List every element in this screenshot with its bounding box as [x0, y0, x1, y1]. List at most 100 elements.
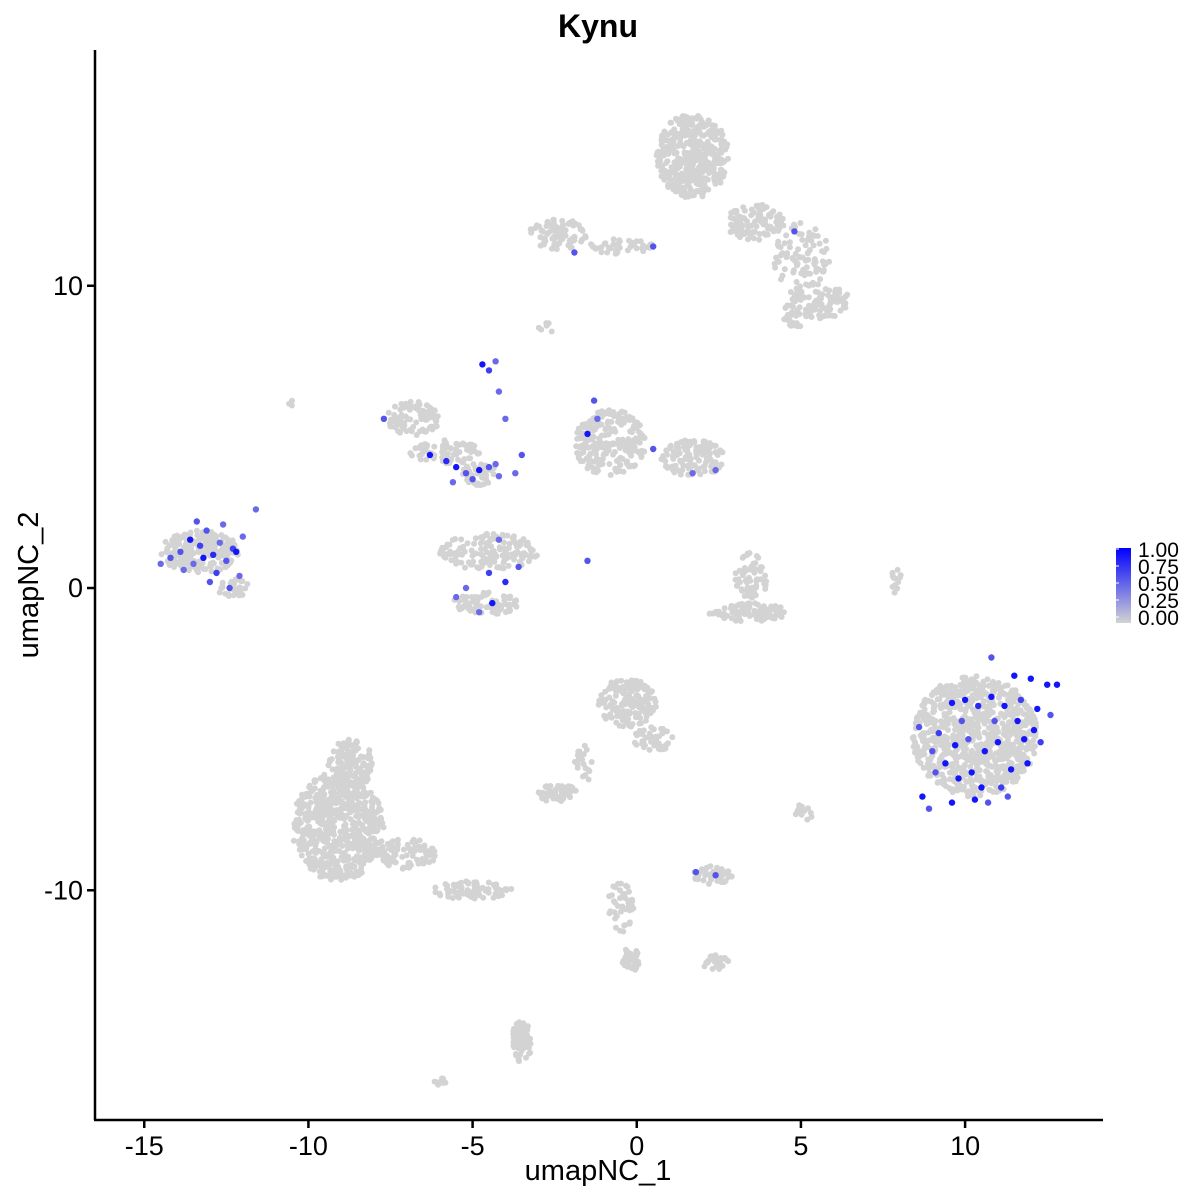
background-cell-point: [414, 856, 420, 863]
background-cell-point: [296, 838, 303, 845]
expression-cell-point: [239, 533, 246, 540]
background-cell-point: [822, 237, 829, 244]
background-cell-point: [610, 898, 617, 905]
background-cell-point: [426, 410, 433, 417]
background-cell-point: [572, 787, 579, 794]
background-cell-point: [840, 303, 847, 310]
background-cell-point: [410, 846, 417, 853]
background-cell-point: [431, 407, 438, 414]
background-cell-point: [642, 705, 649, 712]
background-cell-point: [762, 231, 769, 238]
background-cell-point: [672, 462, 679, 469]
background-cell-point: [543, 797, 550, 804]
background-cell-point: [725, 155, 731, 162]
expression-cell-point: [929, 748, 936, 755]
background-cell-point: [627, 951, 634, 958]
background-cell-point: [664, 464, 671, 471]
background-cell-point: [210, 560, 217, 567]
background-cell-point: [608, 428, 615, 435]
background-cell-point: [558, 793, 565, 800]
background-cell-point: [701, 145, 708, 152]
background-cell-point: [984, 762, 991, 769]
background-cell-point: [298, 828, 305, 835]
background-cell-point: [375, 846, 382, 853]
background-cell-point: [542, 783, 549, 790]
y-tick-label: -10: [44, 875, 83, 905]
background-cell-point: [318, 774, 325, 781]
background-cell-point: [483, 532, 490, 539]
background-cell-point: [523, 1054, 529, 1061]
expression-cell-point: [1047, 711, 1054, 719]
background-cell-point: [992, 730, 999, 737]
background-cell-point: [973, 776, 980, 783]
background-cell-point: [373, 839, 380, 846]
background-cell-point: [955, 785, 961, 792]
background-cell-point: [357, 781, 364, 788]
background-cell-point: [339, 766, 346, 773]
background-cell-point: [358, 869, 365, 876]
background-cell-point: [744, 552, 751, 558]
expression-cell-point: [981, 748, 988, 755]
background-cell-point: [208, 568, 215, 575]
expression-cell-point: [571, 249, 578, 256]
background-cell-point: [387, 423, 394, 430]
background-cell-point: [743, 576, 750, 583]
background-cell-point: [589, 243, 596, 249]
background-cell-point: [701, 963, 708, 970]
background-cell-point: [336, 848, 343, 855]
background-cell-point: [799, 254, 806, 261]
background-cell-point: [330, 787, 337, 794]
background-cell-point: [204, 544, 211, 551]
background-cell-point: [372, 816, 379, 822]
background-cell-point: [696, 138, 703, 145]
expression-cell-point: [584, 430, 591, 438]
background-cell-point: [670, 455, 677, 462]
background-cell-point: [1001, 778, 1008, 785]
background-cell-point: [753, 223, 760, 230]
background-cell-point: [220, 534, 227, 541]
background-cell-point: [615, 880, 621, 887]
background-cell-point: [633, 959, 640, 966]
background-cell-point: [574, 429, 581, 436]
expression-cell-point: [502, 415, 509, 422]
background-cell-point: [777, 252, 784, 259]
background-cell-point: [703, 455, 710, 462]
background-cell-point: [608, 679, 615, 686]
background-cell-point: [432, 884, 439, 891]
background-cell-point: [367, 767, 374, 774]
background-cell-point: [333, 766, 340, 773]
background-cell-point: [775, 243, 782, 250]
background-cell-point: [313, 839, 320, 846]
background-cell-point: [351, 805, 358, 812]
background-cell-point: [605, 686, 612, 692]
background-cell-point: [670, 146, 677, 153]
expression-cell-point: [462, 470, 470, 477]
background-cell-point: [478, 546, 485, 553]
background-cell-point: [920, 730, 927, 737]
background-cell-point: [642, 717, 649, 724]
background-cell-point: [444, 541, 451, 548]
background-cell-point: [963, 753, 970, 760]
background-cell-point: [385, 409, 392, 416]
background-cell-point: [500, 532, 507, 539]
background-cell-point: [1005, 725, 1012, 731]
background-points-layer: [158, 113, 1040, 1088]
background-cell-point: [612, 683, 619, 690]
background-cell-point: [797, 296, 804, 303]
background-cell-point: [993, 783, 1000, 790]
background-cell-point: [330, 854, 337, 861]
background-cell-point: [671, 159, 678, 166]
background-cell-point: [598, 244, 605, 251]
expression-cell-point: [252, 506, 260, 513]
background-cell-point: [687, 185, 694, 192]
background-cell-point: [420, 860, 426, 867]
background-cell-point: [931, 721, 938, 728]
background-cell-point: [367, 761, 374, 768]
background-cell-point: [578, 450, 585, 457]
background-cell-point: [602, 432, 609, 439]
background-cell-point: [620, 714, 626, 721]
background-cell-point: [700, 877, 707, 884]
background-cell-point: [819, 268, 826, 275]
background-cell-point: [925, 744, 932, 750]
